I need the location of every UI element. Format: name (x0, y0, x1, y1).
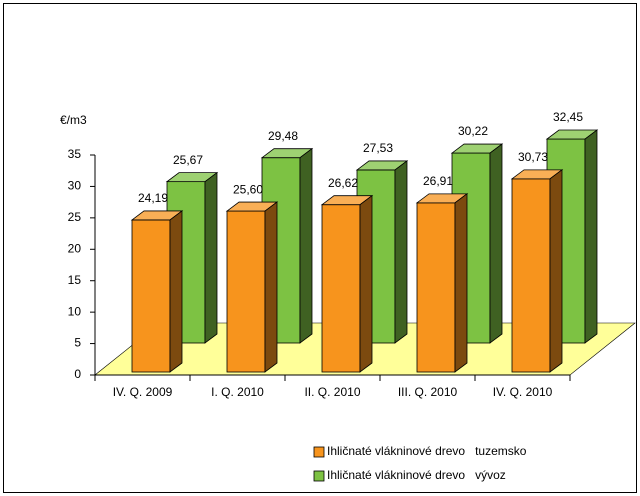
data-label: 30,73 (518, 150, 548, 164)
bar (130, 210, 184, 373)
bar-side (204, 171, 218, 344)
bar-front (226, 210, 266, 373)
bar-front (416, 202, 456, 373)
legend-label: Ihličnaté vlákninové drevo tuzemsko (327, 444, 527, 458)
x-tick-label: II. Q. 2010 (304, 385, 360, 399)
data-label: 25,60 (233, 182, 263, 196)
bar (320, 194, 374, 373)
bar-side (394, 160, 408, 344)
data-label: 32,45 (553, 110, 583, 124)
y-tick-label: 20 (68, 241, 82, 255)
bar (225, 201, 279, 373)
bar-side (264, 201, 278, 373)
bar-side (169, 210, 183, 373)
y-tick-label: 35 (68, 147, 82, 161)
bar-side (454, 193, 468, 373)
y-tick-label: 15 (68, 273, 82, 287)
y-tick-label: 30 (68, 179, 82, 193)
bar-side (584, 129, 598, 344)
data-label: 26,91 (423, 174, 453, 188)
y-tick-label: 25 (68, 210, 82, 224)
legend-swatch (313, 446, 325, 458)
bar-front (321, 204, 361, 373)
x-tick-label: IV. Q. 2009 (113, 385, 173, 399)
x-tick-label: I. Q. 2010 (211, 385, 264, 399)
bar-side (359, 194, 373, 373)
data-label: 29,48 (268, 129, 298, 143)
data-label: 25,67 (173, 153, 203, 167)
x-tick-label: IV. Q. 2010 (493, 385, 553, 399)
legend-label: Ihličnaté vlákninové drevo vývoz (327, 468, 506, 482)
bar-front (511, 178, 551, 373)
data-label: 24,19 (138, 191, 168, 205)
y-tick-label: 10 (68, 304, 82, 318)
y-axis-label: €/m3 (60, 113, 87, 127)
bar (510, 169, 564, 373)
data-label: 27,53 (363, 141, 393, 155)
y-tick-label: 5 (74, 336, 81, 350)
bar-side (549, 169, 563, 373)
bar (450, 143, 504, 344)
bar-side (489, 143, 503, 344)
x-tick-label: III. Q. 2010 (398, 385, 458, 399)
legend-swatch (313, 470, 325, 482)
y-tick-label: 0 (74, 367, 81, 381)
bar-side (299, 147, 313, 344)
bar-front (131, 219, 171, 373)
bar (415, 193, 469, 373)
data-label: 26,62 (328, 176, 358, 190)
data-label: 30,22 (458, 124, 488, 138)
